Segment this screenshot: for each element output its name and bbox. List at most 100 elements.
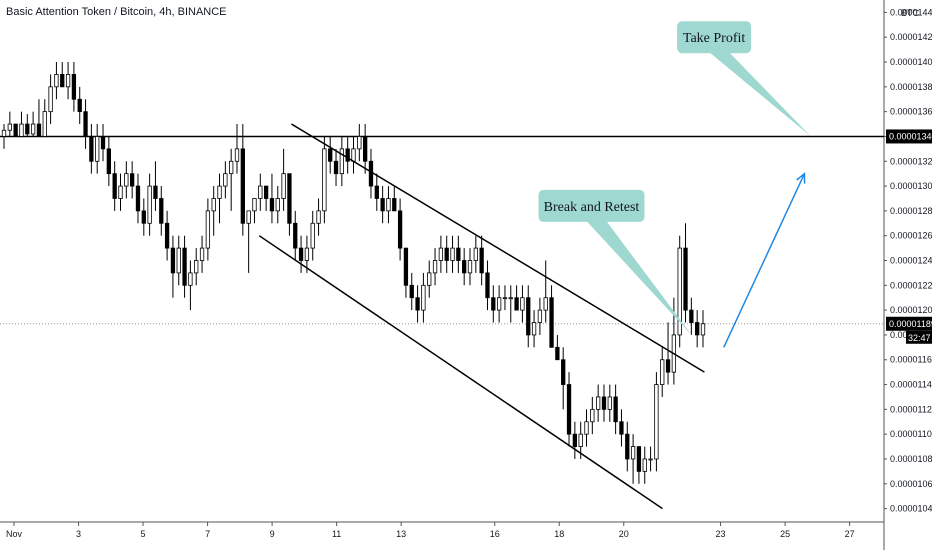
candle-body xyxy=(54,74,59,88)
candle-body xyxy=(386,198,391,212)
candle-body xyxy=(304,247,310,261)
candle-body xyxy=(83,111,88,137)
candle xyxy=(217,173,222,224)
candle xyxy=(479,235,484,286)
candle-body xyxy=(572,433,577,447)
candle-body xyxy=(590,408,595,423)
candle xyxy=(205,198,211,261)
candle-body xyxy=(473,247,478,261)
candle xyxy=(392,186,397,212)
candle xyxy=(607,384,612,422)
candle-body xyxy=(141,210,146,224)
candle xyxy=(234,124,240,174)
candle xyxy=(240,124,245,236)
candle-body xyxy=(71,74,77,100)
candle-body xyxy=(77,98,82,113)
candle-body xyxy=(421,284,426,311)
candle-body xyxy=(316,210,321,224)
x-tick-label: Nov xyxy=(6,529,23,539)
candle-body xyxy=(619,421,624,435)
candle xyxy=(263,185,269,211)
y-tick-label: 0.00001440 xyxy=(890,7,932,17)
candle-body xyxy=(60,74,65,88)
candle-body xyxy=(432,260,438,274)
candle xyxy=(147,173,152,236)
candle xyxy=(48,74,53,125)
candle-body xyxy=(555,346,560,361)
candle xyxy=(316,198,321,236)
candle-body xyxy=(630,446,636,460)
candle xyxy=(135,173,141,224)
candle-body xyxy=(397,210,403,249)
x-tick-label: 18 xyxy=(554,529,564,539)
x-tick-label: 3 xyxy=(76,529,81,539)
candle xyxy=(572,421,577,459)
callout-label: Take Profit xyxy=(683,31,746,46)
candle-body xyxy=(409,284,414,299)
candle xyxy=(520,285,525,323)
candle xyxy=(363,124,368,174)
candle-body xyxy=(660,359,665,385)
candle-body xyxy=(106,148,111,175)
candle-body xyxy=(147,185,152,224)
candle xyxy=(700,310,706,348)
candle xyxy=(153,161,158,211)
candle-body xyxy=(223,173,228,187)
candle-body xyxy=(234,148,240,162)
candle xyxy=(19,111,24,137)
candle-body xyxy=(36,123,42,137)
candle-body xyxy=(135,185,141,212)
candle xyxy=(427,260,432,298)
candle-body xyxy=(689,309,694,323)
candle xyxy=(345,136,350,174)
callout-box xyxy=(677,21,752,54)
candle xyxy=(211,186,216,236)
candle-body xyxy=(444,247,449,261)
x-tick-label: 5 xyxy=(141,529,146,539)
callout-box xyxy=(538,189,645,222)
callout-label: Break and Retest xyxy=(544,200,640,215)
candle xyxy=(7,111,12,137)
candle xyxy=(689,297,694,335)
candle-body xyxy=(578,433,583,447)
candle xyxy=(496,285,502,323)
candle xyxy=(374,173,379,211)
candle-body xyxy=(403,247,409,286)
price-axis-bg xyxy=(884,0,932,550)
candle xyxy=(566,372,572,447)
candle-body xyxy=(491,297,496,311)
candle-body xyxy=(526,297,531,336)
candle xyxy=(25,114,30,137)
candle xyxy=(71,62,77,112)
candle xyxy=(444,235,449,273)
x-tick-label: 16 xyxy=(490,529,500,539)
candle xyxy=(438,235,444,273)
candle xyxy=(77,86,82,125)
candle xyxy=(287,173,292,236)
candle-body xyxy=(665,359,671,373)
candle xyxy=(397,198,403,261)
candle-body xyxy=(287,173,292,224)
candle xyxy=(112,161,117,211)
candle-body xyxy=(357,136,362,150)
resistance-price-label: 0.00001340 xyxy=(889,131,932,141)
candle-body xyxy=(112,173,117,199)
candle xyxy=(95,124,100,174)
candle xyxy=(339,136,344,187)
candle xyxy=(526,285,531,348)
candle-body xyxy=(188,272,193,286)
candle xyxy=(386,186,391,224)
callout-pointer xyxy=(585,219,692,335)
candle xyxy=(229,148,234,211)
